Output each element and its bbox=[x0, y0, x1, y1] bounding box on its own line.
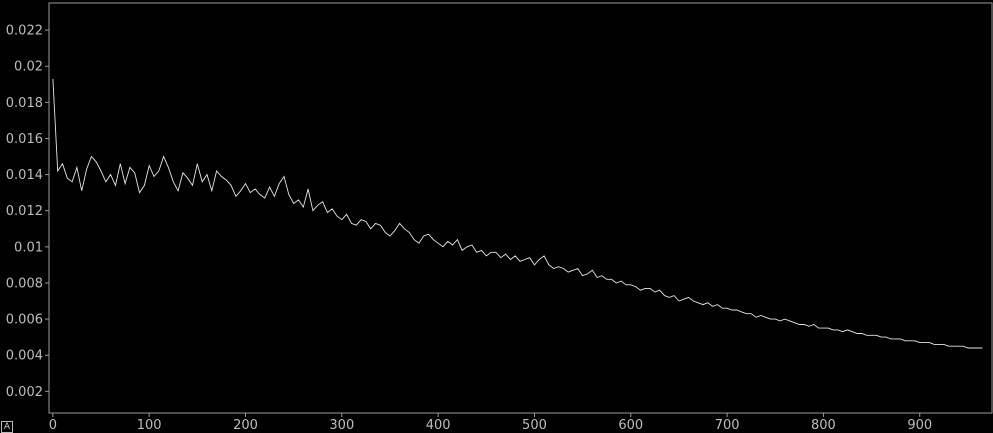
y-tick-label: 0.02 bbox=[14, 60, 43, 75]
y-axis: 0.002 0.004 0.006 0.008 0.01 0.012 0.014 0.016 0… bbox=[6, 24, 49, 400]
y-tick-label: 0.016 bbox=[6, 132, 43, 147]
x-tick-label: 300 bbox=[329, 418, 354, 433]
plot-frame bbox=[48, 2, 993, 414]
y-tick-label: 0.012 bbox=[6, 204, 43, 219]
x-tick-label: 400 bbox=[426, 418, 451, 433]
y-tick-label: 0.018 bbox=[6, 96, 43, 111]
y-tick-label: 0.002 bbox=[6, 385, 43, 400]
series-layer bbox=[52, 78, 983, 349]
auto-scale-button[interactable]: A bbox=[1, 421, 13, 433]
x-tick-label: 900 bbox=[907, 418, 932, 433]
x-tick-label: 100 bbox=[137, 418, 162, 433]
x-tick-label: 200 bbox=[233, 418, 258, 433]
y-tick-label: 0.014 bbox=[6, 168, 43, 183]
x-tick-label: 500 bbox=[522, 418, 547, 433]
y-tick-label: 0.008 bbox=[6, 276, 43, 291]
x-axis: 0 100 200 300 400 500 600 700 800 900 bbox=[49, 413, 932, 433]
x-tick-label: 600 bbox=[618, 418, 643, 433]
x-tick-label: 800 bbox=[811, 418, 836, 433]
x-tick-label: 0 bbox=[49, 418, 57, 433]
x-tick-label: 700 bbox=[715, 418, 740, 433]
y-tick-label: 0.004 bbox=[6, 349, 43, 364]
y-tick-label: 0.022 bbox=[6, 24, 43, 39]
y-tick-label: 0.01 bbox=[14, 240, 43, 255]
y-tick-label: 0.006 bbox=[6, 313, 43, 328]
series-line-0 bbox=[52, 78, 983, 349]
